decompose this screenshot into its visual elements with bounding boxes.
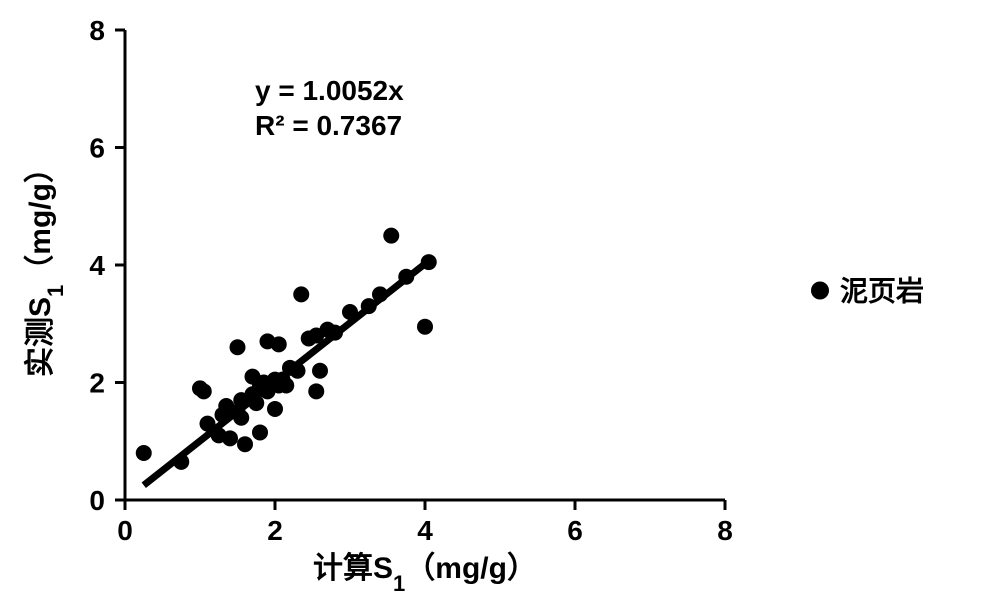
equation-line-2: R² = 0.7367 — [255, 110, 402, 141]
data-point — [267, 401, 283, 417]
data-point — [342, 304, 358, 320]
svg-text:6: 6 — [567, 515, 583, 546]
data-point — [200, 416, 216, 432]
data-point — [271, 336, 287, 352]
legend-marker — [811, 282, 829, 300]
scatter-chart: 0 2 4 6 8 0 2 4 6 8 y = 1.0052x R² = 0.7367 计算S1… — [0, 0, 1000, 608]
y-axis-label: 实测S1（mg/g） — [23, 153, 68, 377]
svg-text:2: 2 — [267, 515, 283, 546]
data-point — [372, 286, 388, 302]
svg-text:6: 6 — [89, 133, 105, 164]
data-point — [233, 410, 249, 426]
data-point — [173, 454, 189, 470]
data-point — [278, 377, 294, 393]
data-point — [398, 269, 414, 285]
data-point — [421, 254, 437, 270]
data-point — [248, 395, 264, 411]
svg-text:4: 4 — [417, 515, 433, 546]
svg-text:4: 4 — [89, 250, 105, 281]
data-point — [417, 319, 433, 335]
data-point — [361, 298, 377, 314]
data-point — [196, 383, 212, 399]
data-point — [252, 424, 268, 440]
data-point — [237, 436, 253, 452]
data-point — [327, 325, 343, 341]
equation-line-1: y = 1.0052x — [255, 75, 404, 106]
y-ticks: 0 2 4 6 8 — [89, 15, 125, 516]
svg-text:2: 2 — [89, 368, 105, 399]
x-ticks: 0 2 4 6 8 — [117, 500, 733, 546]
data-point — [308, 383, 324, 399]
data-point — [222, 430, 238, 446]
data-point — [293, 286, 309, 302]
svg-text:0: 0 — [89, 485, 105, 516]
data-point — [383, 228, 399, 244]
legend-label: 泥页岩 — [840, 276, 924, 307]
data-points — [136, 228, 437, 470]
data-point — [136, 445, 152, 461]
svg-text:8: 8 — [89, 15, 105, 46]
data-point — [312, 363, 328, 379]
x-axis-label: 计算S1（mg/g） — [313, 551, 537, 596]
data-point — [290, 363, 306, 379]
chart-svg: 0 2 4 6 8 0 2 4 6 8 y = 1.0052x R² = 0.7367 计算S1… — [0, 0, 1000, 608]
svg-text:0: 0 — [117, 515, 133, 546]
data-point — [230, 339, 246, 355]
svg-text:8: 8 — [717, 515, 733, 546]
